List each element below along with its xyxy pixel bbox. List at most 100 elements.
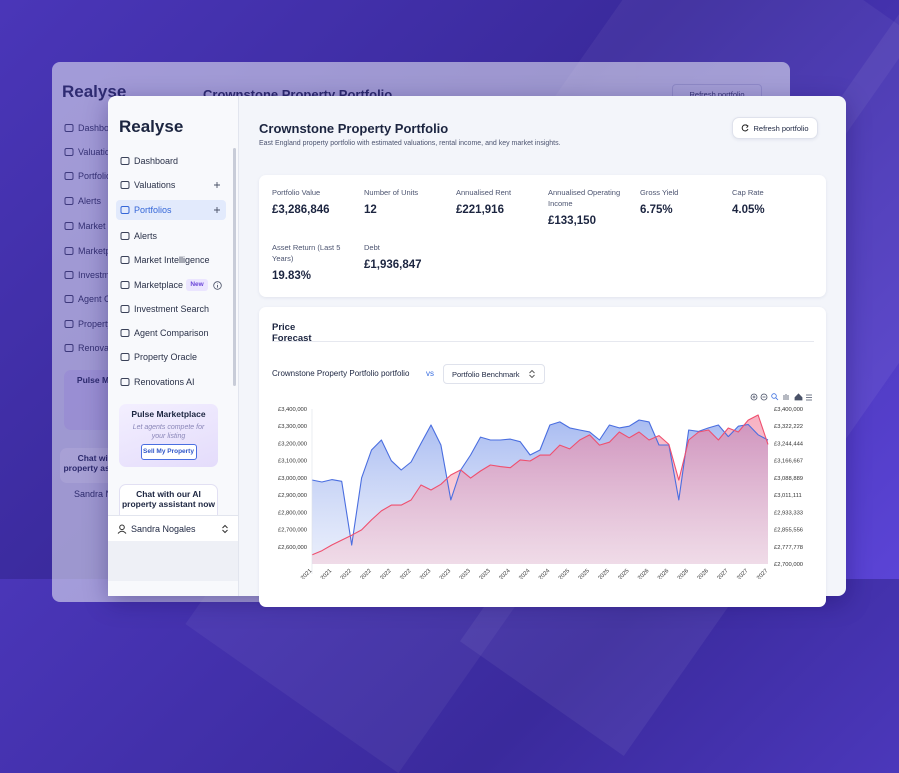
metric: Cap Rate 4.05% [732,187,816,216]
nav-item[interactable]: Renovations AI [120,376,195,388]
nav-item[interactable]: Agent Comparison [120,327,209,339]
y2-tick-label: £3,322,222 [774,424,803,430]
nav-icon [64,124,74,132]
metric-value: £133,150 [548,215,596,227]
y-tick-label: £3,200,000 [278,441,307,447]
nav-label: Marketplace [78,246,128,256]
promo-text: Let agents compete for your listing [132,424,205,440]
x-tick-label: 2025 [578,568,591,579]
nav-item[interactable]: Dashboard [64,122,122,134]
logo: Realyse [119,117,184,136]
nav-item[interactable]: Valuations [120,179,175,191]
y-tick-label: £2,800,000 [278,510,307,516]
chart-toolbar [750,393,812,401]
zoom-in[interactable] [750,393,758,401]
user-name[interactable]: Sandra Nogales [74,489,139,499]
nav-item[interactable]: Property Oracle [120,351,197,363]
icon-shape [120,232,130,240]
nav-item[interactable]: Portfolios [64,170,116,182]
nav-item[interactable]: Alerts [64,195,101,207]
metric-label: Portfolio Value [272,188,321,197]
nav-icon [120,329,130,337]
benchmark-select[interactable]: Portfolio Benchmark [443,364,545,384]
x-tick-label: 2022 [399,568,412,579]
user-footer[interactable]: Sandra Nogales [108,515,238,541]
metric-value: £1,936,847 [364,259,422,271]
x-tick-label: 2021 [320,568,333,579]
y-tick-label: £3,400,000 [278,407,307,413]
user-icon [117,524,127,534]
nav-label: Alerts [78,196,102,206]
icon-shape [120,206,130,214]
y2-tick-label: £3,244,444 [774,441,804,447]
icon-shape [120,157,130,165]
x-tick-label: 2022 [340,568,353,579]
icon-shape [120,329,130,337]
info-icon[interactable] [213,280,222,290]
icon-shape [64,247,74,255]
zoom-out[interactable] [760,393,768,401]
series-line [311,414,769,556]
nav-item[interactable]: Investment Search [120,303,209,315]
portfolio-name: Crownstone Property Portfolio portfolio [272,369,410,378]
x-tick-label: 2021 [300,568,313,579]
icon-shape [64,172,74,180]
nav-icon [120,232,130,240]
y-tick-label: £3,000,000 [278,476,307,482]
nav-label: Renovations AI [134,377,195,387]
nav-label: Portfolios [78,171,116,181]
nav-label: Agent Comparison [134,328,209,338]
expand-icon[interactable] [213,181,221,189]
metric: Debt £1,936,847 [364,242,448,271]
nav-icon [120,206,130,214]
nav-item[interactable]: Alerts [120,230,157,242]
metric: Gross Yield 6.75% [640,187,724,216]
nav-icon [120,181,130,189]
y2-tick-label: £2,777,778 [774,545,803,551]
refresh-button[interactable]: Refresh portfolio [732,117,818,139]
x-tick-label: 2023 [459,568,472,579]
nav-icon [64,344,74,352]
metric-value: 6.75% [640,204,673,216]
zoom[interactable] [771,393,777,399]
menu[interactable] [806,394,812,401]
reset[interactable] [794,393,803,401]
nav-label: Alerts [134,231,158,241]
refresh-label: Refresh portfolio [689,90,745,99]
metric-label: Asset Return (Last 5 Years) [272,243,341,263]
expand-icon[interactable] [213,206,221,214]
x-tick-label: 2026 [637,568,650,579]
nav-icon [64,197,74,205]
pan[interactable] [783,394,789,400]
x-tick-label: 2027 [736,568,749,579]
metric-label: Debt [364,243,380,252]
nav-item[interactable]: Dashboard [120,155,178,167]
icon-shape [64,271,74,279]
refresh-label: Refresh portfolio [753,123,809,133]
x-tick-label: 2024 [538,568,552,579]
y2-tick-label: £2,855,556 [774,528,803,534]
icon-shape [64,344,74,352]
page: Portfolio {"page": { "logo": "Realyse", … [0,0,899,596]
y2-tick-label: £3,088,889 [774,476,803,482]
nav-item[interactable]: Marketplace [120,279,183,291]
nav-item[interactable]: Market Intelligence [120,254,210,266]
sell-button[interactable]: Sell My Property [140,444,197,460]
nav-item[interactable]: Valuations [64,146,119,158]
icon-shape [64,148,74,156]
icon-shape [120,281,130,289]
user-name: Sandra Nogales [131,523,196,534]
sidebar-scrollbar[interactable] [233,148,236,386]
metrics-card [259,175,826,297]
y-tick-label: £3,100,000 [278,459,307,465]
icon-shape [120,353,130,361]
y-tick-label: £2,600,000 [278,545,307,551]
nav-item[interactable]: Marketplace [64,245,127,257]
x-tick-label: 2023 [478,568,491,579]
logo: Realyse [62,82,127,101]
nav-icon [64,222,74,230]
metric: Number of Units 12 [364,187,448,216]
chevron [222,524,228,533]
nav-label: Market Intelligence [134,255,210,265]
nav-item[interactable]: Portfolios [120,204,172,216]
